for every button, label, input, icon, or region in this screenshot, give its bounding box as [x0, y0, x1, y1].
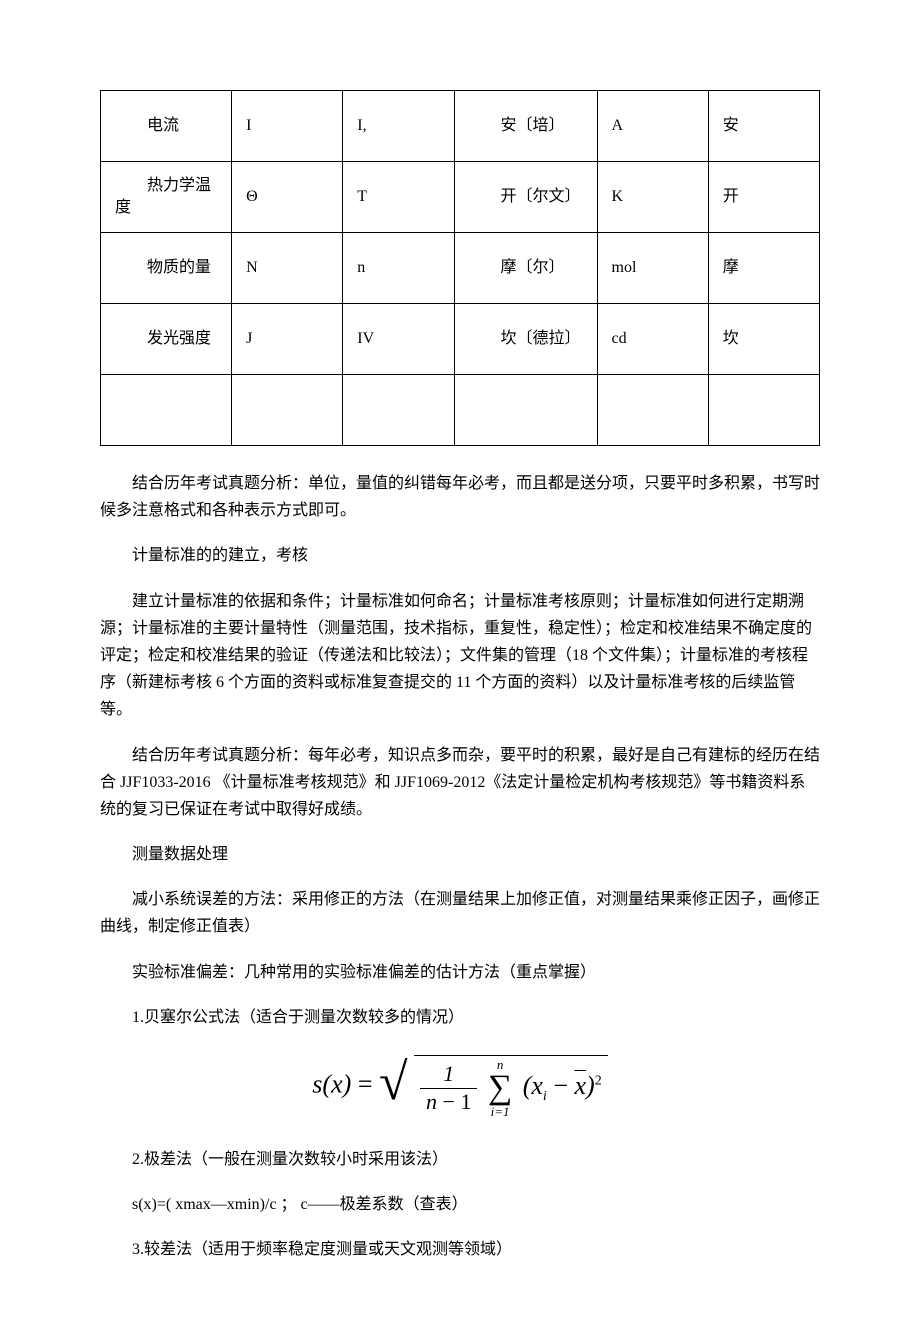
bessel-formula: s(x) = √ 1 n − 1 n ∑ i=1 (xi −	[100, 1055, 820, 1118]
formula-xi-i: i	[543, 1089, 547, 1104]
cell-unit-cn: 坎	[708, 304, 819, 375]
body-paragraph: 2.极差法（一般在测量次数较小时采用该法）	[100, 1146, 820, 1173]
table-row: 发光强度 J IV 坎〔德拉〕 cd 坎	[101, 304, 820, 375]
sigma-icon: ∑	[488, 1071, 512, 1105]
cell-quantity-name: 电流	[101, 91, 232, 162]
body-paragraph: 计量标准的的建立，考核	[100, 542, 820, 569]
cell-quantity-symbol: I,	[343, 91, 454, 162]
document-page: 电流 I I, 安〔培〕 A 安 热力学温度 Θ T 开〔尔文〕 K 开 物质的…	[0, 0, 920, 1342]
formula-frac-den-minus1: − 1	[443, 1089, 472, 1114]
cell-unit-symbol: K	[597, 162, 708, 233]
cell-unit-cn: 摩	[708, 233, 819, 304]
cell-unit-zh: 安〔培〕	[454, 91, 597, 162]
cell-dimension: N	[232, 233, 343, 304]
cell-quantity-symbol: n	[343, 233, 454, 304]
cell-unit-cn: 开	[708, 162, 819, 233]
cell-dimension: I	[232, 91, 343, 162]
formula-xbar: x	[574, 1071, 586, 1100]
body-paragraph: 建立计量标准的依据和条件；计量标准如何命名；计量标准考核原则；计量标准如何进行定…	[100, 588, 820, 724]
cell-quantity-name: 物质的量	[101, 233, 232, 304]
body-paragraph: 测量数据处理	[100, 841, 820, 868]
cell-unit-zh: 坎〔德拉〕	[454, 304, 597, 375]
formula-sum-lower: i=1	[488, 1105, 512, 1118]
body-paragraph: 结合历年考试真题分析：单位，量值的纠错每年必考，而且都是送分项，只要平时多积累，…	[100, 470, 820, 524]
cell-quantity-symbol: IV	[343, 304, 454, 375]
body-paragraph: 1.贝塞尔公式法（适合于测量次数较多的情况）	[100, 1004, 820, 1031]
cell-quantity-name: 发光强度	[101, 304, 232, 375]
formula-lhs-x: x	[331, 1069, 343, 1098]
cell-dimension: Θ	[232, 162, 343, 233]
body-paragraph: s(x)=( xmax—xmin)/c ； c——极差系数（查表）	[100, 1191, 820, 1218]
si-units-table: 电流 I I, 安〔培〕 A 安 热力学温度 Θ T 开〔尔文〕 K 开 物质的…	[100, 90, 820, 446]
formula-frac-den-n: n	[426, 1089, 437, 1114]
cell-quantity-symbol: T	[343, 162, 454, 233]
formula-exp: 2	[595, 1073, 602, 1088]
cell-unit-zh: 摩〔尔〕	[454, 233, 597, 304]
sqrt-icon: √	[379, 1065, 408, 1101]
body-paragraph: 实验标准偏差：几种常用的实验标准偏差的估计方法（重点掌握）	[100, 959, 820, 986]
formula-xi-x: x	[531, 1071, 543, 1100]
formula-frac-num: 1	[420, 1062, 477, 1086]
cell-unit-cn: 安	[708, 91, 819, 162]
cell-unit-symbol: mol	[597, 233, 708, 304]
table-row: 电流 I I, 安〔培〕 A 安	[101, 91, 820, 162]
body-paragraph: 减小系统误差的方法：采用修正的方法（在测量结果上加修正值，对测量结果乘修正因子，…	[100, 886, 820, 940]
cell-dimension: J	[232, 304, 343, 375]
body-paragraph: 3.较差法（适用于频率稳定度测量或天文观测等领域）	[100, 1236, 820, 1263]
cell-unit-symbol: A	[597, 91, 708, 162]
table-row: 物质的量 N n 摩〔尔〕 mol 摩	[101, 233, 820, 304]
body-paragraph: 结合历年考试真题分析：每年必考，知识点多而杂，要平时的积累，最好是自己有建标的经…	[100, 742, 820, 824]
cell-unit-symbol: cd	[597, 304, 708, 375]
table-row: 热力学温度 Θ T 开〔尔文〕 K 开	[101, 162, 820, 233]
cell-unit-zh: 开〔尔文〕	[454, 162, 597, 233]
table-row-empty	[101, 375, 820, 446]
formula-lhs-s: s	[312, 1069, 322, 1098]
cell-quantity-name: 热力学温度	[101, 162, 232, 233]
